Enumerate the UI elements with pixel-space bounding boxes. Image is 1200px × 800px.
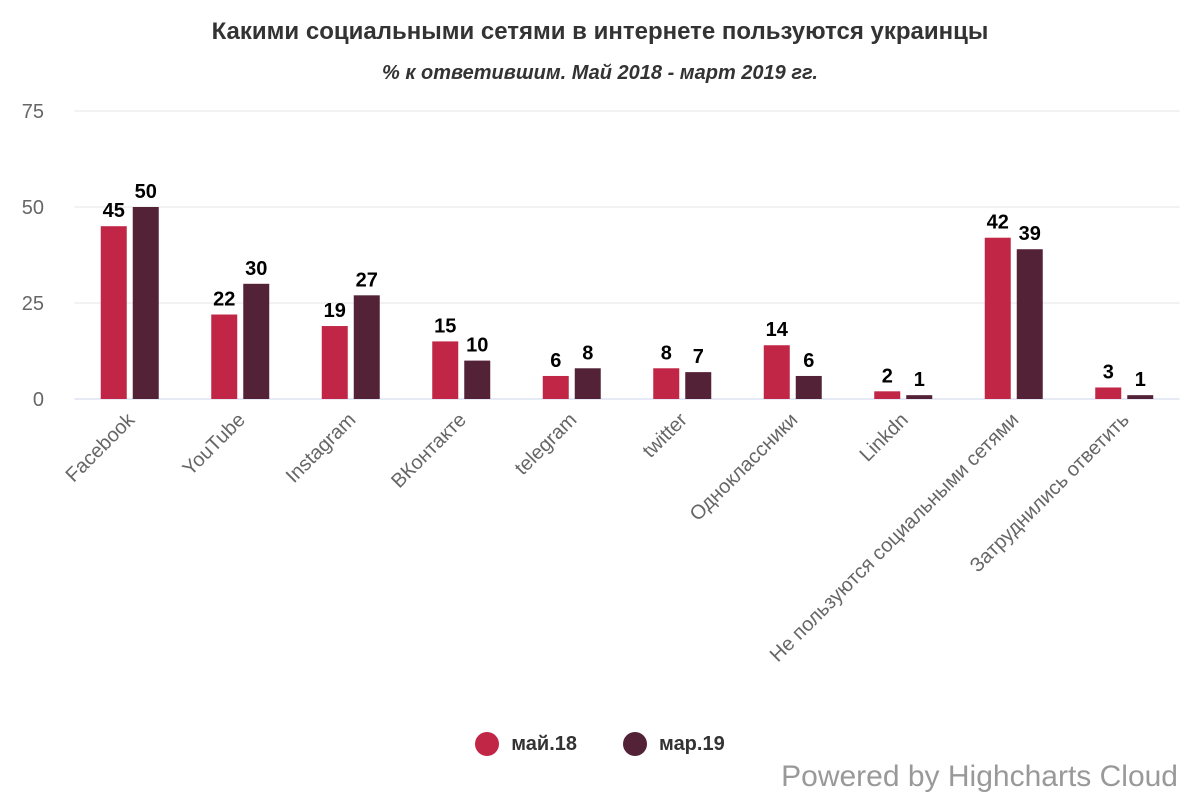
bar[interactable] — [906, 395, 933, 399]
data-label: 27 — [356, 269, 378, 291]
bar[interactable] — [1127, 395, 1154, 399]
x-tick-label: YouTube — [179, 409, 250, 480]
data-label: 14 — [766, 319, 789, 341]
bar[interactable] — [1095, 387, 1122, 399]
credits-link[interactable]: Powered by Highcharts Cloud — [781, 760, 1178, 793]
data-label: 39 — [1019, 223, 1041, 245]
x-tick-label: Linkdn — [856, 409, 913, 466]
data-label: 7 — [693, 346, 704, 368]
bar[interactable] — [763, 345, 790, 399]
data-label: 2 — [882, 365, 893, 387]
data-label: 45 — [103, 200, 125, 222]
bar[interactable] — [353, 295, 380, 399]
y-tick-label: 75 — [22, 101, 44, 123]
x-tick-label: Не пользуются социальными сетями — [766, 409, 1023, 666]
x-tick-label: twitter — [639, 409, 693, 463]
data-label: 3 — [1103, 361, 1114, 383]
bar[interactable] — [211, 314, 238, 399]
data-label: 1 — [914, 369, 925, 391]
data-label: 30 — [245, 258, 267, 280]
data-label: 22 — [213, 289, 235, 311]
bar[interactable] — [795, 375, 822, 399]
y-tick-label: 50 — [22, 197, 44, 219]
x-tick-label: ВКонтакте — [387, 409, 471, 493]
y-tick-label: 25 — [22, 293, 44, 315]
x-tick-label: Одноклассники — [686, 409, 803, 526]
bar[interactable] — [321, 326, 348, 399]
bar[interactable] — [132, 207, 159, 399]
data-label: 19 — [324, 300, 346, 322]
bar[interactable] — [243, 283, 270, 399]
bar[interactable] — [574, 368, 601, 399]
legend-label: май.18 — [511, 732, 578, 755]
data-label: 1 — [1135, 369, 1146, 391]
bar[interactable] — [432, 341, 459, 399]
data-label: 15 — [434, 315, 456, 337]
legend-marker — [623, 732, 648, 756]
bar[interactable] — [984, 237, 1011, 399]
x-tick-label: Facebook — [62, 408, 140, 486]
bar[interactable] — [542, 375, 569, 399]
y-tick-label: 0 — [33, 389, 44, 411]
x-tick-label: telegram — [511, 409, 582, 480]
x-tick-label: Instagram — [282, 409, 360, 487]
legend-label: мар.19 — [659, 732, 725, 755]
data-label: 8 — [582, 342, 593, 364]
legend-marker — [475, 732, 500, 756]
data-label: 6 — [550, 350, 561, 372]
chart-title: Какими социальными сетями в интернете по… — [211, 18, 989, 45]
bar[interactable] — [1016, 249, 1043, 399]
bar[interactable] — [653, 368, 680, 399]
bar[interactable] — [685, 372, 712, 399]
data-label: 6 — [803, 350, 814, 372]
legend-item-mar19[interactable]: мар.19 — [623, 732, 725, 756]
bar[interactable] — [874, 391, 901, 399]
data-label: 50 — [135, 181, 157, 203]
legend: май.18 мар.19 — [0, 732, 1200, 756]
bar[interactable] — [464, 360, 491, 399]
bar[interactable] — [100, 226, 127, 399]
chart-subtitle: % к ответившим. Май 2018 - март 2019 гг. — [382, 62, 818, 84]
data-label: 10 — [466, 335, 488, 357]
legend-item-may18[interactable]: май.18 — [475, 732, 577, 756]
data-label: 42 — [987, 212, 1009, 234]
data-label: 8 — [661, 342, 672, 364]
